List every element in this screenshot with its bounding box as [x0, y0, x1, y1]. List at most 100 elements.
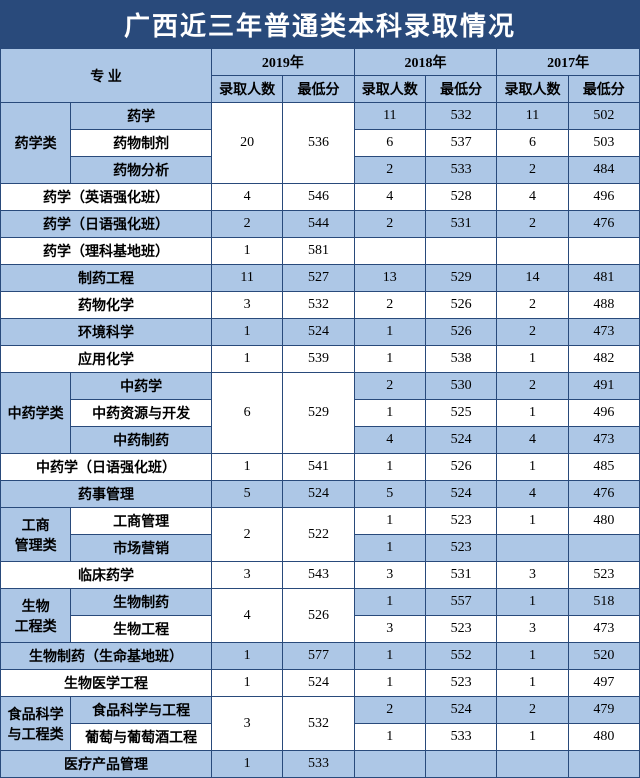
major-cell: 生物制药（生命基地班） [1, 643, 212, 670]
score-2018: 526 [425, 454, 496, 481]
count-2018: 6 [354, 130, 425, 157]
major-cell: 中药制药 [71, 427, 212, 454]
score-2019: 541 [283, 454, 354, 481]
count-2019: 11 [211, 265, 282, 292]
header-sub: 录取人数 [211, 76, 282, 103]
count-2017: 1 [497, 508, 568, 535]
major-cell: 药物制剂 [71, 130, 212, 157]
table-row: 药事管理552455244476 [1, 481, 640, 508]
count-2018: 1 [354, 643, 425, 670]
table-row: 环境科学152415262473 [1, 319, 640, 346]
score-2017: 473 [568, 616, 639, 643]
count-2017: 4 [497, 184, 568, 211]
major-cell: 药学（英语强化班） [1, 184, 212, 211]
header-sub: 最低分 [425, 76, 496, 103]
count-2018: 1 [354, 346, 425, 373]
count-2018: 2 [354, 157, 425, 184]
score-2017: 476 [568, 481, 639, 508]
score-2018: 532 [425, 103, 496, 130]
count-2019: 3 [211, 292, 282, 319]
score-2017 [568, 751, 639, 778]
table-row: 中药学（日语强化班）154115261485 [1, 454, 640, 481]
score-2019: 539 [283, 346, 354, 373]
score-2017: 480 [568, 724, 639, 751]
count-2019: 6 [211, 373, 282, 454]
score-2019: 577 [283, 643, 354, 670]
admissions-table: 专 业 2019年 2018年 2017年 录取人数 最低分 录取人数 最低分 … [0, 48, 640, 778]
major-cell: 食品科学与工程 [71, 697, 212, 724]
score-2018: 523 [425, 616, 496, 643]
score-2018: 531 [425, 211, 496, 238]
score-2018: 526 [425, 292, 496, 319]
group-cell: 药学类 [1, 103, 71, 184]
score-2018: 529 [425, 265, 496, 292]
count-2017: 4 [497, 427, 568, 454]
major-cell: 药学 [71, 103, 212, 130]
major-cell: 制药工程 [1, 265, 212, 292]
score-2017: 503 [568, 130, 639, 157]
table-row: 药学（英语强化班）454645284496 [1, 184, 640, 211]
count-2018 [354, 751, 425, 778]
table-row: 应用化学153915381482 [1, 346, 640, 373]
table-header: 专 业 2019年 2018年 2017年 录取人数 最低分 录取人数 最低分 … [1, 49, 640, 103]
score-2019: 532 [283, 292, 354, 319]
score-2018: 538 [425, 346, 496, 373]
count-2018: 1 [354, 508, 425, 535]
score-2018: 523 [425, 508, 496, 535]
major-cell: 中药学（日语强化班） [1, 454, 212, 481]
count-2017 [497, 535, 568, 562]
count-2017 [497, 238, 568, 265]
count-2018 [354, 238, 425, 265]
score-2017: 473 [568, 427, 639, 454]
score-2018: 537 [425, 130, 496, 157]
count-2019: 1 [211, 643, 282, 670]
table-row: 药学类药学205361153211502 [1, 103, 640, 130]
count-2017: 1 [497, 643, 568, 670]
table-row: 食品科学 与工程类食品科学与工程353225242479 [1, 697, 640, 724]
score-2018: 525 [425, 400, 496, 427]
header-year-2018: 2018年 [354, 49, 497, 76]
count-2018: 1 [354, 454, 425, 481]
count-2017: 14 [497, 265, 568, 292]
count-2018: 3 [354, 616, 425, 643]
score-2019: 522 [283, 508, 354, 562]
score-2018: 557 [425, 589, 496, 616]
count-2018: 1 [354, 724, 425, 751]
major-cell: 生物医学工程 [1, 670, 212, 697]
score-2018: 524 [425, 697, 496, 724]
score-2017: 473 [568, 319, 639, 346]
count-2018: 5 [354, 481, 425, 508]
score-2019: 536 [283, 103, 354, 184]
table-row: 药物化学353225262488 [1, 292, 640, 319]
table-body: 药学类药学205361153211502药物制剂65376503药物分析2533… [1, 103, 640, 778]
table-row: 医疗产品管理1533 [1, 751, 640, 778]
page-title: 广西近三年普通类本科录取情况 [0, 0, 640, 48]
count-2018: 1 [354, 670, 425, 697]
count-2019: 1 [211, 670, 282, 697]
major-cell: 生物制药 [71, 589, 212, 616]
table-row: 中药学类中药学652925302491 [1, 373, 640, 400]
count-2018: 4 [354, 427, 425, 454]
score-2017: 497 [568, 670, 639, 697]
score-2018 [425, 238, 496, 265]
count-2017: 2 [497, 319, 568, 346]
header-major: 专 业 [1, 49, 212, 103]
score-2017: 518 [568, 589, 639, 616]
count-2019: 4 [211, 589, 282, 643]
count-2019: 4 [211, 184, 282, 211]
header-sub: 最低分 [283, 76, 354, 103]
count-2017: 1 [497, 400, 568, 427]
count-2018: 13 [354, 265, 425, 292]
count-2017: 6 [497, 130, 568, 157]
score-2017 [568, 238, 639, 265]
score-2017: 496 [568, 400, 639, 427]
score-2019: 546 [283, 184, 354, 211]
score-2018: 523 [425, 670, 496, 697]
score-2018: 523 [425, 535, 496, 562]
group-cell: 中药学类 [1, 373, 71, 454]
header-year-2017: 2017年 [497, 49, 640, 76]
score-2017: 520 [568, 643, 639, 670]
count-2017: 2 [497, 373, 568, 400]
score-2019: 524 [283, 481, 354, 508]
score-2019: 581 [283, 238, 354, 265]
